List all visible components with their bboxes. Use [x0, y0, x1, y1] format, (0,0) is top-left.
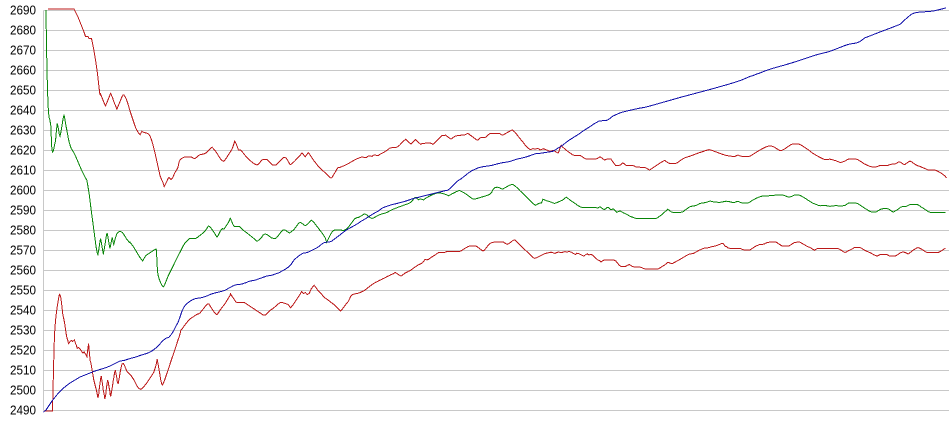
svg-text:2520: 2520: [10, 343, 36, 358]
svg-text:2630: 2630: [10, 123, 36, 138]
svg-text:2570: 2570: [10, 243, 36, 258]
svg-text:2680: 2680: [10, 23, 36, 38]
svg-text:2500: 2500: [10, 383, 36, 398]
svg-text:2540: 2540: [10, 303, 36, 318]
svg-text:2660: 2660: [10, 63, 36, 78]
svg-text:2610: 2610: [10, 163, 36, 178]
svg-text:2560: 2560: [10, 263, 36, 278]
svg-text:2580: 2580: [10, 223, 36, 238]
svg-text:2590: 2590: [10, 203, 36, 218]
svg-text:2620: 2620: [10, 143, 36, 158]
svg-text:2530: 2530: [10, 323, 36, 338]
svg-text:2600: 2600: [10, 183, 36, 198]
svg-text:2510: 2510: [10, 363, 36, 378]
svg-text:2650: 2650: [10, 83, 36, 98]
svg-text:2670: 2670: [10, 43, 36, 58]
svg-text:2690: 2690: [10, 3, 36, 18]
svg-text:2640: 2640: [10, 103, 36, 118]
svg-text:2550: 2550: [10, 283, 36, 298]
svg-text:2490: 2490: [10, 403, 36, 418]
